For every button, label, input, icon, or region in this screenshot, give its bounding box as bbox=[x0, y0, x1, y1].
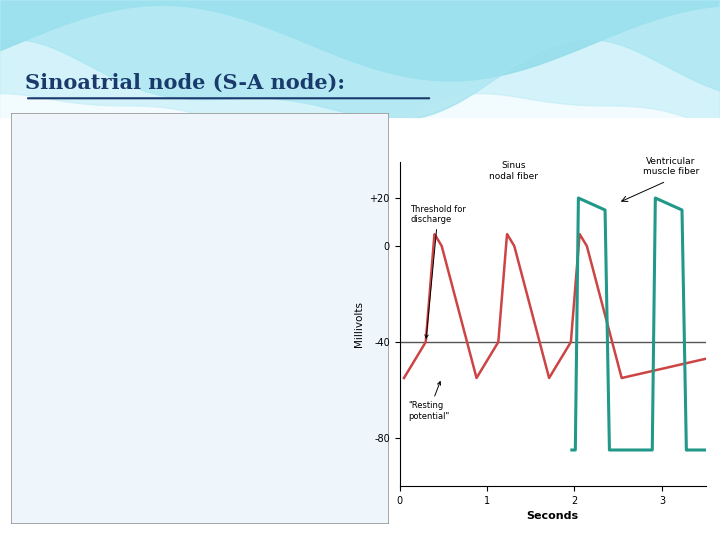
Text: □ As a result, the atrial nodal: □ As a result, the atrial nodal bbox=[22, 379, 199, 392]
Text: □ Also, the return of the: □ Also, the return of the bbox=[22, 457, 168, 470]
Text: □ The fast sodium channels are: □ The fast sodium channels are bbox=[22, 223, 212, 236]
Text: action potential is slower to: action potential is slower to bbox=[22, 399, 199, 411]
Text: channels can be activated: channels can be activated bbox=[22, 360, 188, 373]
Text: Threshold for
discharge: Threshold for discharge bbox=[410, 205, 466, 338]
Text: Sinoatrial node (S-A node):: Sinoatrial node (S-A node): bbox=[25, 73, 345, 93]
Y-axis label: Millivolts: Millivolts bbox=[354, 301, 364, 347]
Text: □ Difference in action potential: □ Difference in action potential bbox=[22, 126, 233, 139]
FancyBboxPatch shape bbox=[11, 113, 389, 524]
Text: potential is less negative: potential is less negative bbox=[22, 282, 183, 292]
Text: muscle: muscle bbox=[22, 437, 76, 450]
Text: mV: mV bbox=[22, 204, 53, 217]
Text: □ The cause: if the membrane: □ The cause: if the membrane bbox=[22, 262, 204, 272]
Text: □ Resting potential is less: □ Resting potential is less bbox=[22, 165, 179, 178]
Text: Ventricular
muscle fiber: Ventricular muscle fiber bbox=[642, 157, 698, 176]
Text: "Resting
potential": "Resting potential" bbox=[408, 382, 449, 421]
Text: channels become inactivated: channels become inactivated bbox=[22, 321, 207, 330]
Text: negative -55 mV instead of -85: negative -55 mV instead of -85 bbox=[22, 184, 215, 197]
Text: than – 55 mV, the fast sodium: than – 55 mV, the fast sodium bbox=[22, 301, 210, 311]
Text: □ Only the slow sodium: □ Only the slow sodium bbox=[22, 340, 165, 353]
Text: occurs slowly: occurs slowly bbox=[22, 496, 114, 509]
Text: potential to its negative state: potential to its negative state bbox=[22, 477, 208, 490]
X-axis label: Seconds: Seconds bbox=[526, 511, 579, 521]
Text: inactivated: inactivated bbox=[22, 242, 99, 255]
Text: in the SA node:: in the SA node: bbox=[22, 145, 136, 158]
Text: Sinus
nodal fiber: Sinus nodal fiber bbox=[489, 161, 538, 181]
Text: develop than the ventricular: develop than the ventricular bbox=[22, 418, 202, 431]
